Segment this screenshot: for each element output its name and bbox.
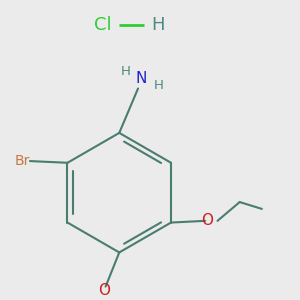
Text: O: O	[98, 283, 110, 298]
Text: H: H	[154, 79, 164, 92]
Text: Cl: Cl	[94, 16, 111, 34]
Text: Br: Br	[15, 154, 30, 168]
Text: H: H	[121, 65, 131, 78]
Text: H: H	[152, 16, 165, 34]
Text: N: N	[136, 71, 147, 86]
Text: O: O	[201, 213, 213, 228]
